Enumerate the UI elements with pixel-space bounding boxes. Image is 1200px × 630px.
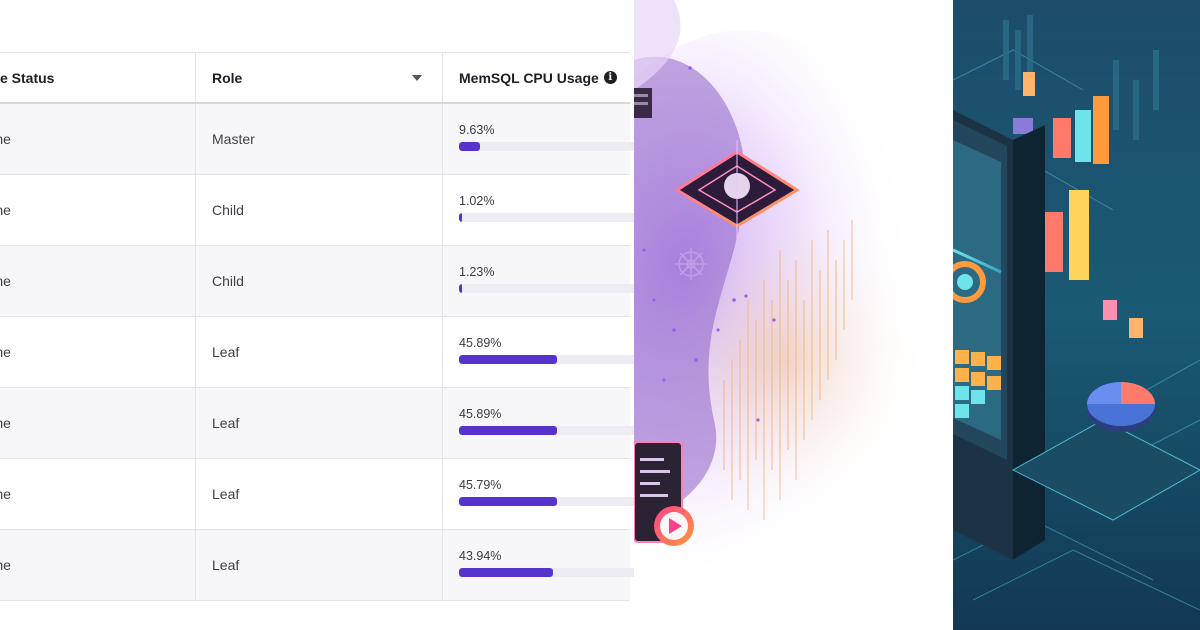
role-cell: Child [196,246,443,316]
cpu-usage-bar [459,497,634,506]
table-row[interactable]: titions Online Leaf 43.94% [0,530,634,601]
abstract-art-panel [634,0,953,630]
table-row[interactable]: titions Online Leaf 45.89% [0,388,634,459]
role-cell: Leaf [196,530,443,600]
cpu-cell: 45.79% [443,459,634,529]
cluster-table-panel: on Instance Status Role MemSQL CPU Usage… [0,52,634,601]
status-cell: titions Online [0,388,196,458]
cpu-usage-bar-fill [459,213,462,222]
cpu-percent-label: 1.02% [459,194,495,208]
server-monitor [953,110,1045,560]
cpu-percent-label: 45.89% [459,336,502,350]
role-cell: Child [196,175,443,245]
cpu-cell: 1.02% [443,175,634,245]
column-header-cpu[interactable]: MemSQL CPU Usage i [443,53,630,102]
cpu-percent-label: 45.89% [459,407,502,421]
cpu-percent-label: 45.79% [459,478,502,492]
cpu-cell: 45.89% [443,317,634,387]
cpu-percent-label: 9.63% [459,123,495,137]
status-text: titions Online [0,344,11,360]
cpu-usage-bar [459,355,634,364]
table-row[interactable]: titions Online Leaf 45.79% [0,459,634,530]
table-row[interactable]: titions Online Child 1.02% [0,175,634,246]
cpu-usage-bar [459,568,634,577]
chevron-down-icon[interactable] [412,75,422,81]
status-text: titions Online [0,557,11,573]
abstract-illustration [634,0,953,630]
column-header-role-label: Role [212,69,243,86]
cpu-percent-label: 43.94% [459,549,502,563]
cpu-percent-label: 1.23% [459,265,495,279]
table-row[interactable]: titions Online Child 1.23% [0,246,634,317]
data-center-illustration [953,0,1200,630]
role-cell: Master [196,104,443,174]
cpu-usage-bar-fill [459,426,558,435]
table-body: titions Online Master 9.63% titions Online C… [0,104,634,601]
column-header-status-label: on Instance Status [0,69,55,86]
status-text: titions Online [0,273,11,289]
column-header-role[interactable]: Role [196,53,443,102]
cpu-usage-bar [459,284,634,293]
status-text: titions Online [0,202,11,218]
role-text: Child [212,273,244,289]
pie-chart-icon [1087,382,1155,432]
cpu-usage-bar [459,142,634,151]
info-icon[interactable]: i [603,71,617,84]
cpu-usage-bar-fill [459,497,558,506]
cpu-cell: 45.89% [443,388,634,458]
play-icon [654,506,694,546]
cpu-cell: 1.23% [443,246,634,316]
cpu-usage-bar-fill [459,284,462,293]
status-cell: titions Online [0,104,196,174]
role-cell: Leaf [196,459,443,529]
column-header-status[interactable]: on Instance Status [0,53,196,102]
role-text: Leaf [212,344,240,360]
role-cell: Leaf [196,388,443,458]
status-text: titions Online [0,131,11,147]
status-cell: titions Online [0,175,196,245]
helm-icon [675,248,707,280]
cpu-cell: 9.63% [443,104,634,174]
role-cell: Leaf [196,317,443,387]
status-text: titions Online [0,415,11,431]
status-cell: titions Online [0,317,196,387]
node-table: on Instance Status Role MemSQL CPU Usage… [0,52,634,601]
status-cell: titions Online [0,459,196,529]
cpu-usage-bar [459,426,634,435]
role-text: Master [212,131,255,147]
table-header-row: on Instance Status Role MemSQL CPU Usage… [0,53,630,104]
table-row[interactable]: titions Online Master 9.63% [0,104,634,175]
cpu-usage-bar-fill [459,355,558,364]
status-text: titions Online [0,486,11,502]
role-text: Leaf [212,415,240,431]
table-row[interactable]: titions Online Leaf 45.89% [0,317,634,388]
cpu-usage-bar-fill [459,142,480,151]
status-cell: titions Online [0,530,196,600]
cpu-usage-bar-fill [459,568,554,577]
role-text: Child [212,202,244,218]
data-center-illustration-panel [953,0,1200,630]
role-text: Leaf [212,557,240,573]
status-cell: titions Online [0,246,196,316]
hologram-chip [674,140,800,245]
cpu-cell: 43.94% [443,530,634,600]
cpu-usage-bar [459,213,634,222]
column-header-cpu-label: MemSQL CPU Usage [459,69,599,86]
role-text: Leaf [212,486,240,502]
